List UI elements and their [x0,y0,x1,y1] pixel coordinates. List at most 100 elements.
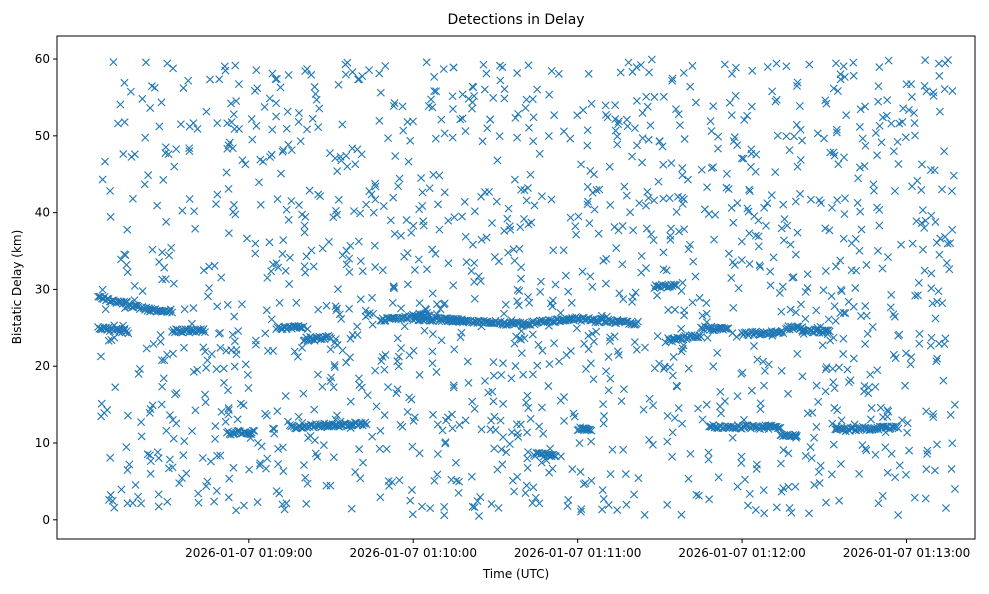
detection-point [782,132,791,141]
detection-point [769,253,778,262]
detection-point [330,361,339,369]
detection-point [231,210,240,219]
detection-point [528,370,537,379]
detection-point [835,363,844,372]
detection-point [492,197,501,206]
detection-point [342,151,351,160]
detection-point [861,301,870,310]
detection-point [927,284,936,293]
detection-point [778,282,787,291]
detection-point [833,196,842,205]
detection-point [622,500,631,509]
detection-point [375,69,384,78]
detection-point [393,334,402,343]
detection-point [198,454,207,463]
detection-point [403,407,412,416]
detection-point [158,248,167,257]
track-point [724,324,733,333]
detection-point [302,252,311,261]
detection-point [857,225,866,234]
detection-point [283,107,292,116]
detection-point [395,476,404,485]
detection-point [628,152,637,161]
detection-point [316,192,325,201]
detection-point [329,383,338,392]
detection-point [663,500,672,509]
detection-point [450,345,459,354]
detection-point [456,333,465,342]
detection-point [622,115,631,124]
detection-point [189,119,198,128]
detection-point [890,186,899,195]
detection-point [843,365,852,374]
detection-point [728,433,737,442]
detection-point [211,422,220,431]
detection-point [294,117,303,126]
detection-point [333,285,342,294]
detection-point [189,367,198,376]
detection-point [417,502,426,511]
detection-point [397,304,406,313]
detection-point [153,201,162,210]
detection-point [398,422,407,431]
detection-point [164,150,173,159]
detection-point [311,90,320,98]
detection-point [155,122,164,131]
detection-point [230,362,239,371]
x-tick-label: 2026-01-07 01:10:00 [350,546,477,560]
detection-point [516,274,525,283]
detection-point [743,111,752,120]
detection-point [221,66,230,75]
detection-point [185,144,194,153]
detection-point [410,413,419,422]
detection-point [813,129,822,138]
detection-point [779,200,788,209]
detection-point [560,416,569,425]
detection-point [709,102,718,111]
detection-point [229,200,238,209]
x-tick-label: 2026-01-07 01:09:00 [185,546,312,560]
detection-point [122,443,131,452]
detection-point [329,453,338,462]
detection-point [520,215,529,223]
detection-point [827,470,836,479]
detection-point [902,470,911,479]
detection-point [782,62,791,71]
detection-point [642,92,651,101]
track-point [721,324,730,333]
detection-point [211,434,220,443]
detection-point [309,262,318,271]
detection-point [536,287,545,296]
detection-point [935,107,944,116]
detection-point [251,249,260,258]
detection-point [611,101,620,110]
detection-point [381,62,390,70]
detection-point [783,221,792,230]
detection-point [448,410,457,419]
detection-point [310,405,319,414]
detection-point [623,122,632,131]
detection-point [686,82,695,91]
detection-point [566,347,575,356]
detection-point [933,440,941,449]
detection-point [911,291,920,300]
detection-point [608,445,617,454]
detection-point [150,83,159,92]
detection-point [754,242,763,251]
detection-point [146,469,155,478]
detection-point [812,381,821,390]
detection-point [814,397,823,406]
detection-point [189,304,198,313]
detection-point [403,249,412,258]
detection-point [722,169,731,178]
detection-point [803,283,812,292]
detection-point [706,117,715,126]
detection-point [759,381,768,390]
detection-point [470,404,479,413]
detection-point [519,370,528,379]
detection-point [217,407,226,416]
detection-point [727,274,736,283]
detection-point [188,427,197,436]
detection-point [537,403,546,412]
detection-point [756,405,765,414]
